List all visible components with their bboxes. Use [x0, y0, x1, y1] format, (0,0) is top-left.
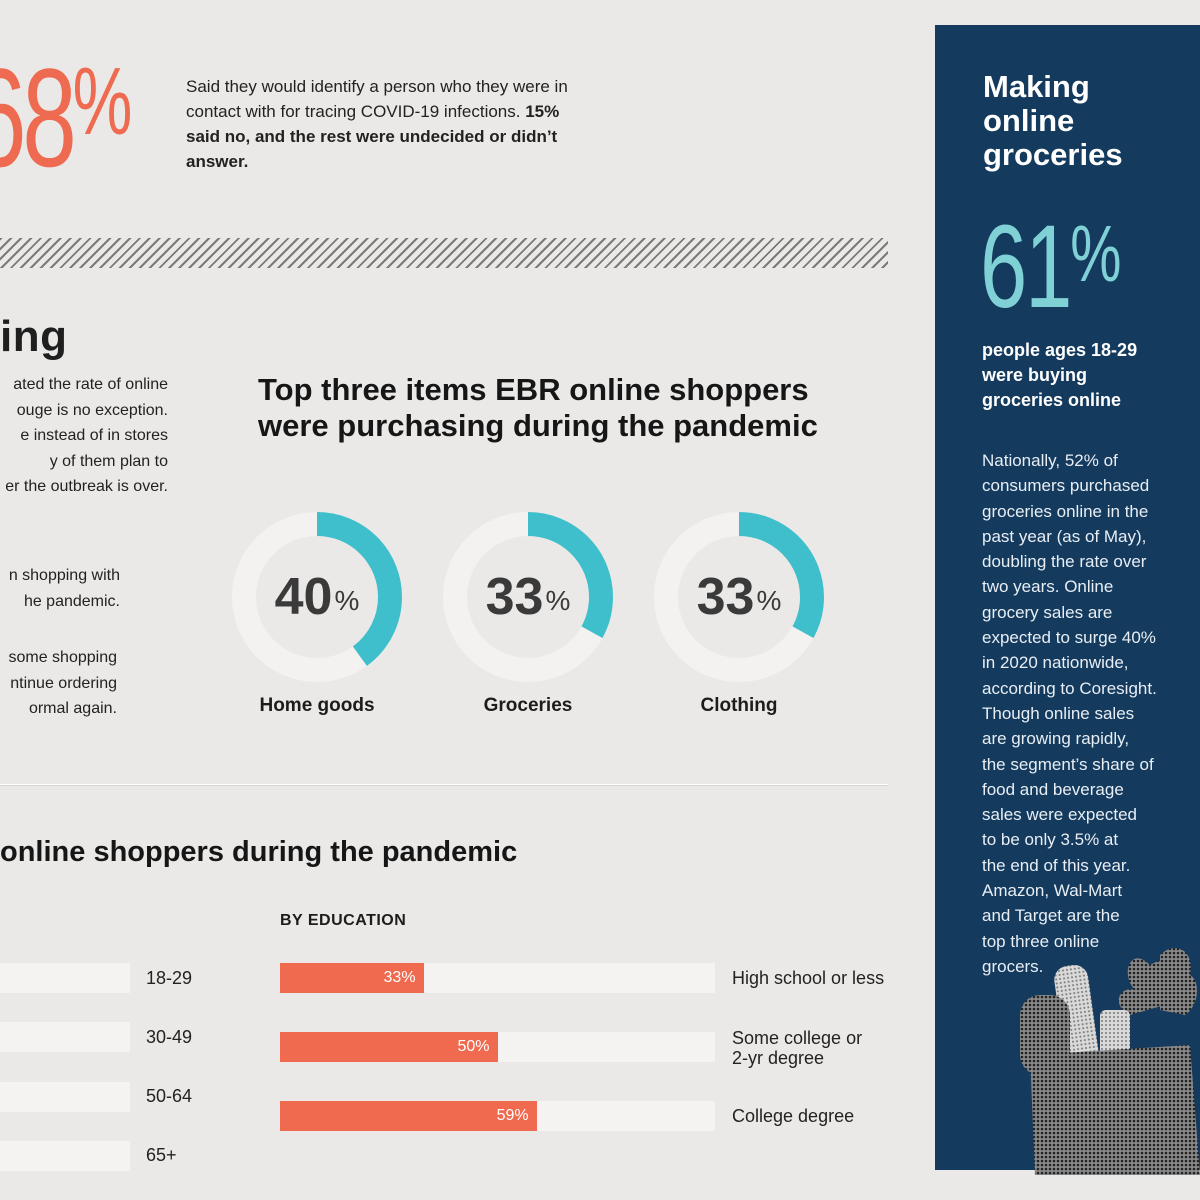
panel-body-line: in 2020 nationwide, — [982, 653, 1129, 673]
section-divider — [0, 784, 888, 785]
donut-home-goods: 40% — [232, 512, 402, 682]
panel-body-line: grocery sales are — [982, 602, 1113, 622]
para-line: he pandemic. — [23, 592, 120, 610]
panel-body-line: according to Coresight. — [982, 678, 1157, 698]
panel-body-line: consumers purchased — [982, 476, 1150, 496]
panel-body-line: Nationally, 52% of — [982, 451, 1118, 470]
sub-line: people ages 18-29 — [982, 340, 1138, 360]
donut-fill — [232, 512, 402, 682]
para-line: n shopping with — [8, 567, 120, 584]
panel-title: Making online groceries — [983, 70, 1183, 172]
section-heading: ing — [0, 312, 68, 361]
age-label: 65+ — [146, 1145, 177, 1165]
education-bar-some-college: 50% — [280, 1032, 498, 1062]
para-line: some shopping — [8, 649, 117, 666]
donut-section-title: Top three items EBR online shoppers were… — [258, 372, 818, 444]
section-paragraph-2: n shopping with he pandemic. — [0, 563, 120, 614]
donut-label-groceries: Groceries — [483, 695, 573, 716]
title-line: Making — [983, 69, 1090, 104]
panel-body-line: the segment’s share of — [982, 754, 1154, 774]
donut-chart — [232, 512, 402, 682]
para-line: ntinue ordering — [10, 674, 117, 692]
grocery-bag-illustration — [1020, 947, 1200, 1175]
sub-line: were buying — [982, 365, 1088, 385]
education-bar-track: 59% — [280, 1101, 715, 1131]
donut-chart — [654, 512, 824, 682]
para-line: y of them plan to — [49, 452, 168, 470]
age-bar-track — [0, 1141, 130, 1171]
education-bar-track: 50% — [280, 1032, 715, 1062]
donut-label-clothing: Clothing — [700, 695, 778, 716]
donut-clothing: 33% — [654, 512, 824, 682]
para-line: ated the rate of online — [13, 376, 168, 393]
panel-body-line: doubling the rate over — [982, 552, 1147, 572]
panel-subtitle: people ages 18-29 were buying groceries … — [982, 338, 1182, 413]
panel-body-line: food and beverage — [982, 779, 1124, 799]
top-stat-text: Said they would identify a person who th… — [186, 77, 568, 121]
para-line: er the outbreak is over. — [5, 478, 168, 495]
panel-body-line: two years. Online — [982, 577, 1114, 597]
panel-body-line: grocers. — [982, 956, 1044, 976]
chart-title: online shoppers during the pandemic — [0, 836, 518, 868]
panel-body-line: expected to surge 40% — [982, 628, 1156, 648]
label-line: 2-yr degree — [732, 1048, 825, 1068]
title-line: groceries — [983, 137, 1123, 172]
donut-label-home-goods: Home goods — [259, 695, 375, 716]
age-label: 30-49 — [146, 1027, 193, 1047]
education-label-college: College degree — [732, 1106, 854, 1126]
panel-body-line: are growing rapidly, — [982, 729, 1130, 749]
hatched-divider — [0, 238, 888, 268]
top-stat-bold-text: 15% said no, and the rest were undecided… — [186, 102, 560, 171]
age-bar-track — [0, 963, 130, 993]
age-bar-track — [0, 1082, 130, 1112]
age-bar-track — [0, 1022, 130, 1052]
section-paragraph-1: ated the rate of online ouge is no excep… — [0, 372, 168, 500]
education-bar-college: 59% — [280, 1101, 537, 1131]
age-label: 50-64 — [146, 1086, 193, 1106]
education-label-some-college: Some college or 2-yr degree — [732, 1028, 862, 1068]
donut-value: 33% — [485, 568, 571, 626]
top-stat-description: Said they would identify a person who th… — [186, 74, 586, 174]
donut-value: 40% — [274, 568, 360, 626]
age-label: 18-29 — [146, 968, 193, 988]
label-line: College degree — [732, 1106, 855, 1126]
label-line: High school or less — [732, 968, 885, 988]
panel-body-line: past year (as of May), — [982, 526, 1147, 546]
donut-value: 33% — [696, 568, 782, 626]
panel-body-line: groceries online in the — [982, 501, 1149, 521]
para-line: ouge is no exception. — [16, 401, 168, 419]
education-heading: BY EDUCATION — [280, 912, 407, 929]
top-stat-percentage: 68% — [0, 39, 132, 196]
title-line: Top three items EBR online shoppers — [258, 372, 809, 407]
panel-body-line: Though online sales — [982, 703, 1135, 723]
sub-line: groceries online — [982, 390, 1122, 410]
donut-fill — [443, 512, 613, 682]
panel-percentage: 61% — [980, 201, 1121, 333]
panel-body-line: and Target are the — [982, 906, 1120, 926]
panel-body-line: Amazon, Wal-Mart — [982, 881, 1123, 901]
panel-body-line: top three online — [982, 931, 1100, 951]
donut-fill — [654, 512, 824, 682]
para-line: e instead of in stores — [20, 427, 168, 444]
education-bar-high-school: 33% — [280, 963, 424, 993]
title-line: online — [983, 103, 1075, 138]
label-line: Some college or — [732, 1028, 863, 1048]
education-label-high-school: High school or less — [732, 968, 884, 988]
panel-body-line: the end of this year. — [982, 855, 1131, 875]
donut-groceries: 33% — [443, 512, 613, 682]
donut-chart — [443, 512, 613, 682]
panel-body-text: Nationally, 52% of consumers purchased gro… — [982, 448, 1177, 979]
title-line: were purchasing during the pandemic — [258, 408, 818, 443]
section-paragraph-3: some shopping ntinue ordering ormal agai… — [0, 645, 117, 722]
panel-body-line: sales were expected — [982, 805, 1137, 825]
panel-body-line: to be only 3.5% at — [982, 830, 1119, 850]
education-bar-track: 33% — [280, 963, 715, 993]
para-line: ormal again. — [28, 700, 117, 717]
